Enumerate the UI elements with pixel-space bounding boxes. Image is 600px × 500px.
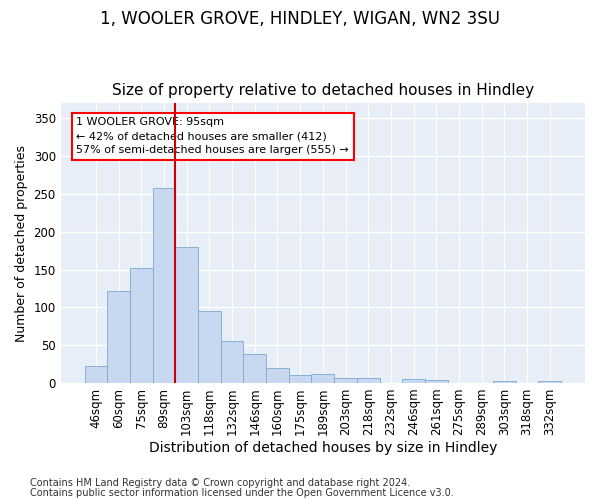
Title: Size of property relative to detached houses in Hindley: Size of property relative to detached ho… [112,83,534,98]
Bar [244,354,266,383]
Text: 1 WOOLER GROVE: 95sqm
← 42% of detached houses are smaller (412)
57% of semi-det: 1 WOOLER GROVE: 95sqm ← 42% of detached … [76,118,349,156]
X-axis label: Distribution of detached houses by size in Hindley: Distribution of detached houses by size … [149,441,497,455]
Text: Contains HM Land Registry data © Crown copyright and database right 2024.: Contains HM Land Registry data © Crown c… [30,478,410,488]
Bar [130,268,152,383]
Bar [402,379,425,383]
Bar [357,378,380,383]
Bar [266,368,289,383]
Bar [107,291,130,383]
Bar [198,311,221,383]
Bar [289,374,311,383]
Bar [311,374,334,383]
Text: Contains public sector information licensed under the Open Government Licence v3: Contains public sector information licen… [30,488,454,498]
Bar [221,342,244,383]
Bar [334,378,357,383]
Bar [175,247,198,383]
Y-axis label: Number of detached properties: Number of detached properties [15,144,28,342]
Bar [493,382,516,383]
Text: 1, WOOLER GROVE, HINDLEY, WIGAN, WN2 3SU: 1, WOOLER GROVE, HINDLEY, WIGAN, WN2 3SU [100,10,500,28]
Bar [152,188,175,383]
Bar [538,382,561,383]
Bar [425,380,448,383]
Bar [85,366,107,383]
